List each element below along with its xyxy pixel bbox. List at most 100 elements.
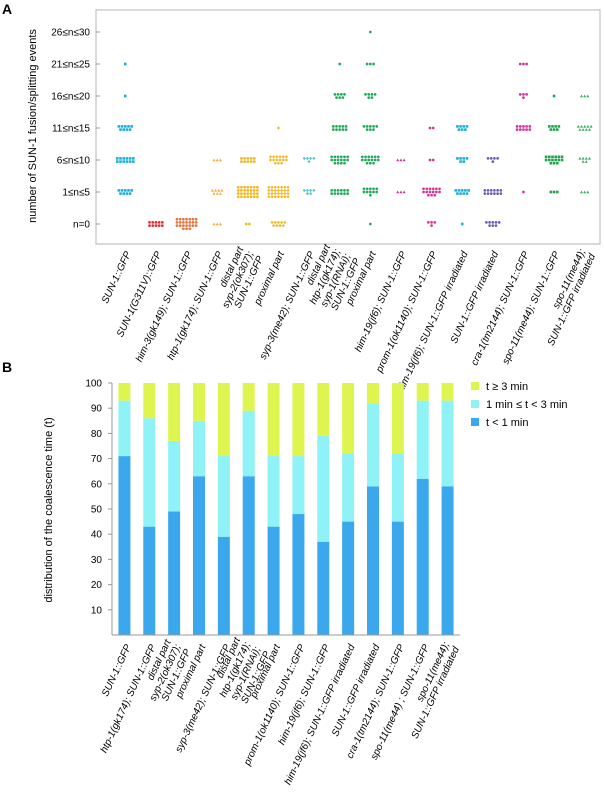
data-point [364,155,367,159]
data-point [367,158,371,162]
data-point [560,155,564,159]
data-point [344,125,348,128]
data-point [240,157,243,160]
bar-segment [441,486,454,635]
data-point [367,155,371,159]
legend-swatch [471,418,479,426]
data-point [305,192,310,196]
data-point [124,125,127,128]
data-point [343,93,346,96]
data-point [344,128,348,131]
data-point [160,224,164,227]
data-point [214,188,218,192]
data-point [557,125,561,128]
data-point [302,188,306,192]
panel-a-label: A [2,1,12,17]
data-point [127,189,130,192]
data-point [583,124,587,128]
data-point [281,158,285,162]
data-point [579,94,583,98]
data-point [160,221,164,224]
data-point [276,126,281,130]
bar-segment [342,383,355,454]
data-point [212,192,216,195]
data-point [459,160,462,163]
data-point [252,189,256,192]
data-point [182,224,185,227]
data-point [431,158,435,162]
data-point [125,157,129,160]
data-point [464,189,467,192]
category-label: cra-1(tm2144); SUN-1::GFP [469,250,532,368]
data-point [435,190,438,194]
bar-segment [242,383,255,411]
data-point [185,221,188,224]
data-point [433,193,437,197]
data-point [486,189,490,192]
data-point [252,157,256,160]
data-point [375,190,379,194]
y-tick-label: 26≤n≤30 [51,28,90,39]
data-point [246,192,250,195]
data-point [435,187,438,191]
bar-segment [441,400,454,487]
data-point [396,190,400,194]
y-tick-label: 10 [91,605,103,616]
data-point [579,124,583,128]
bar-segment [267,456,280,527]
data-point [252,195,256,199]
data-point [275,158,279,162]
data-point [246,157,250,160]
data-point [218,192,222,195]
data-point [462,192,466,195]
data-point [587,156,591,160]
data-point [483,189,487,192]
data-point [376,155,380,159]
data-point [178,217,182,221]
data-point [465,125,469,128]
category-label: syp-3(me42); SUN-1::GFP [258,250,318,362]
category-label-line: prom-1(ok1140); SUN-1::GFP [374,250,440,376]
data-point [462,157,466,160]
data-point [191,217,195,221]
data-point [491,221,495,224]
data-point [522,62,525,66]
data-point [365,128,369,131]
data-point [236,185,240,189]
data-point [375,187,379,191]
data-point [431,190,435,194]
bar-segment [193,476,205,635]
bar-segment [317,383,330,436]
data-point [122,128,126,131]
data-point [280,188,284,192]
data-point [312,188,316,192]
data-point [483,192,487,195]
data-point [270,195,274,199]
data-point [346,155,350,159]
bar-segment [416,383,429,401]
data-point [124,94,127,98]
data-point [178,221,182,224]
data-point [220,188,224,192]
bar-segment [391,453,404,522]
data-point [280,192,284,196]
data-point [243,160,246,163]
data-point [427,221,430,224]
data-point [368,30,372,34]
y-axis-title: distribution of the coalescence time (t) [43,417,55,602]
data-point [246,189,250,192]
data-point [343,192,346,195]
data-point [522,190,525,194]
data-point [422,190,425,194]
data-point [372,161,375,165]
data-point [117,189,121,192]
data-point [346,158,350,162]
data-point [185,224,188,227]
data-point [365,190,369,194]
data-point [522,96,525,99]
data-point [494,221,498,224]
data-point [554,155,557,159]
data-point [330,192,334,195]
data-point [341,125,345,128]
data-point [243,195,246,199]
